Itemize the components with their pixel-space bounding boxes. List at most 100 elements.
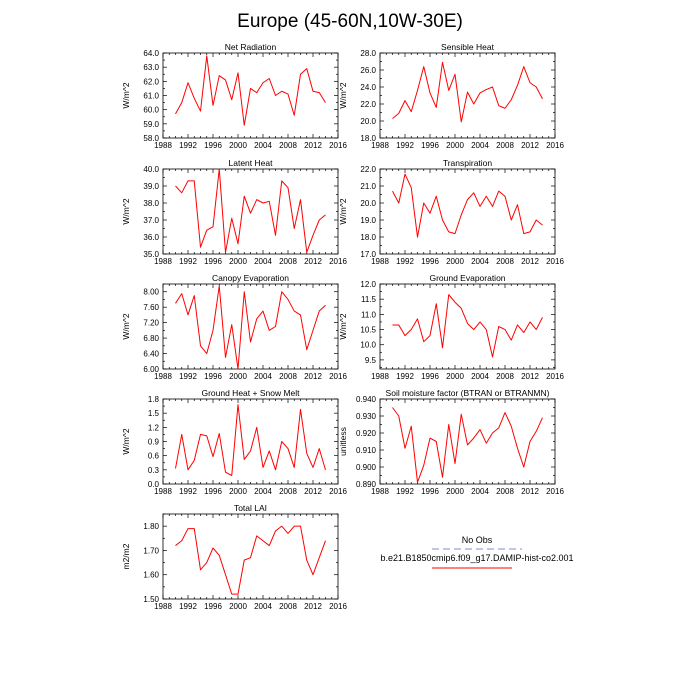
x-tick-label: 1988	[154, 141, 172, 150]
x-tick-label: 2004	[254, 257, 272, 266]
x-tick-label: 2008	[496, 372, 514, 381]
axis-frame	[379, 168, 556, 255]
panel-title: Soil moisture factor (BTRAN or BTRANMN)	[386, 388, 550, 398]
y-tick-label: 12.0	[360, 280, 376, 289]
y-axis-label: W/m^2	[121, 428, 131, 454]
x-tick-label: 1988	[154, 487, 172, 496]
y-tick-label: 38.0	[143, 199, 159, 208]
y-tick-label: 0.930	[356, 412, 377, 421]
x-tick-label: 1992	[396, 372, 414, 381]
x-tick-label: 2008	[279, 257, 297, 266]
legend-label-model: b.e21.B1850cmip6.f09_g17.DAMIP-hist-co2.…	[380, 553, 573, 563]
axis-frame	[379, 283, 556, 370]
x-tick-label: 1992	[396, 141, 414, 150]
x-tick-label: 1988	[154, 602, 172, 611]
x-tick-label: 1988	[371, 372, 389, 381]
panel-8: Soil moisture factor (BTRAN or BTRANMN) u…	[338, 388, 564, 496]
y-tick-label: 20.0	[360, 199, 376, 208]
x-tick-label: 1992	[179, 487, 197, 496]
y-tick-label: 59.0	[143, 120, 159, 129]
panel-6: Ground Evaporation W/m^2 1988 1992 1996 2000 2…	[338, 273, 564, 381]
y-tick-label: 1.5	[148, 409, 160, 418]
panel-title: Ground Heat + Snow Melt	[201, 388, 300, 398]
x-tick-label: 2000	[229, 257, 247, 266]
panel-2: Sensible Heat W/m^2 1988 1992 1996 2000 2004 20…	[338, 42, 564, 150]
axis-frame	[162, 283, 339, 370]
x-tick-label: 1988	[154, 257, 172, 266]
x-tick-label: 2008	[279, 602, 297, 611]
x-tick-label: 1996	[421, 372, 439, 381]
y-tick-label: 64.0	[143, 49, 159, 58]
x-tick-label: 2000	[229, 602, 247, 611]
panel-title: Latent Heat	[229, 158, 274, 168]
y-tick-label: 24.0	[360, 83, 376, 92]
y-tick-label: 18.0	[360, 134, 376, 143]
x-tick-label: 1992	[396, 257, 414, 266]
y-axis-label: unitless	[338, 427, 348, 456]
panel-title: Canopy Evaporation	[212, 273, 289, 283]
panel-title: Transpiration	[443, 158, 493, 168]
panel-title: Total LAI	[234, 503, 267, 513]
axis-frame	[162, 398, 339, 485]
x-tick-label: 1992	[179, 372, 197, 381]
x-tick-label: 2016	[329, 372, 347, 381]
y-tick-label: 0.3	[148, 466, 160, 475]
y-tick-label: 0.910	[356, 446, 377, 455]
x-tick-label: 2016	[546, 141, 564, 150]
x-tick-label: 2000	[446, 257, 464, 266]
series-line	[175, 285, 326, 370]
x-tick-label: 2012	[521, 257, 539, 266]
x-tick-label: 2012	[304, 372, 322, 381]
x-tick-label: 2004	[254, 602, 272, 611]
y-tick-label: 1.80	[143, 522, 159, 531]
y-tick-label: 18.0	[360, 233, 376, 242]
x-tick-label: 2004	[471, 257, 489, 266]
x-tick-label: 2016	[546, 257, 564, 266]
x-tick-label: 1992	[396, 487, 414, 496]
y-tick-label: 10.0	[360, 341, 376, 350]
panel-title: Net Radiation	[225, 42, 277, 52]
y-tick-label: 63.0	[143, 63, 159, 72]
x-tick-label: 1996	[204, 372, 222, 381]
y-tick-label: 35.0	[143, 250, 159, 259]
x-tick-label: 2016	[329, 141, 347, 150]
x-tick-label: 2012	[304, 141, 322, 150]
main-title: Europe (45-60N,10W-30E)	[237, 11, 463, 32]
y-tick-label: 7.20	[143, 319, 159, 328]
y-tick-label: 60.0	[143, 106, 159, 115]
y-tick-label: 7.60	[143, 303, 159, 312]
y-tick-label: 26.0	[360, 66, 376, 75]
axis-frame	[162, 168, 339, 255]
x-tick-label: 2004	[471, 487, 489, 496]
x-tick-label: 2000	[446, 487, 464, 496]
y-tick-label: 1.70	[143, 546, 159, 555]
x-tick-label: 1996	[204, 602, 222, 611]
series-line	[392, 407, 543, 483]
y-tick-label: 1.60	[143, 571, 159, 580]
x-tick-label: 1996	[204, 487, 222, 496]
x-tick-label: 2004	[471, 372, 489, 381]
x-tick-label: 1996	[204, 257, 222, 266]
x-tick-label: 2000	[446, 141, 464, 150]
x-tick-label: 2016	[329, 602, 347, 611]
x-tick-label: 2000	[229, 487, 247, 496]
y-tick-label: 11.0	[361, 310, 377, 319]
y-tick-label: 39.0	[143, 182, 159, 191]
y-axis-label: W/m^2	[121, 82, 131, 108]
x-tick-label: 2016	[546, 487, 564, 496]
y-tick-label: 61.0	[143, 92, 159, 101]
y-axis-label: W/m^2	[121, 198, 131, 224]
x-tick-label: 1988	[371, 487, 389, 496]
panel-9: Total LAI m2/m2 1988 1992 1996 2000 2004 2008 20…	[121, 503, 347, 611]
x-tick-label: 1992	[179, 602, 197, 611]
x-tick-label: 2004	[471, 141, 489, 150]
x-tick-label: 2004	[254, 372, 272, 381]
y-tick-label: 62.0	[143, 77, 159, 86]
x-tick-label: 1988	[371, 257, 389, 266]
x-tick-label: 2000	[229, 372, 247, 381]
y-tick-label: 11.5	[361, 295, 377, 304]
y-axis-label: W/m^2	[338, 82, 348, 108]
x-tick-label: 2016	[329, 257, 347, 266]
series-line	[392, 61, 543, 123]
